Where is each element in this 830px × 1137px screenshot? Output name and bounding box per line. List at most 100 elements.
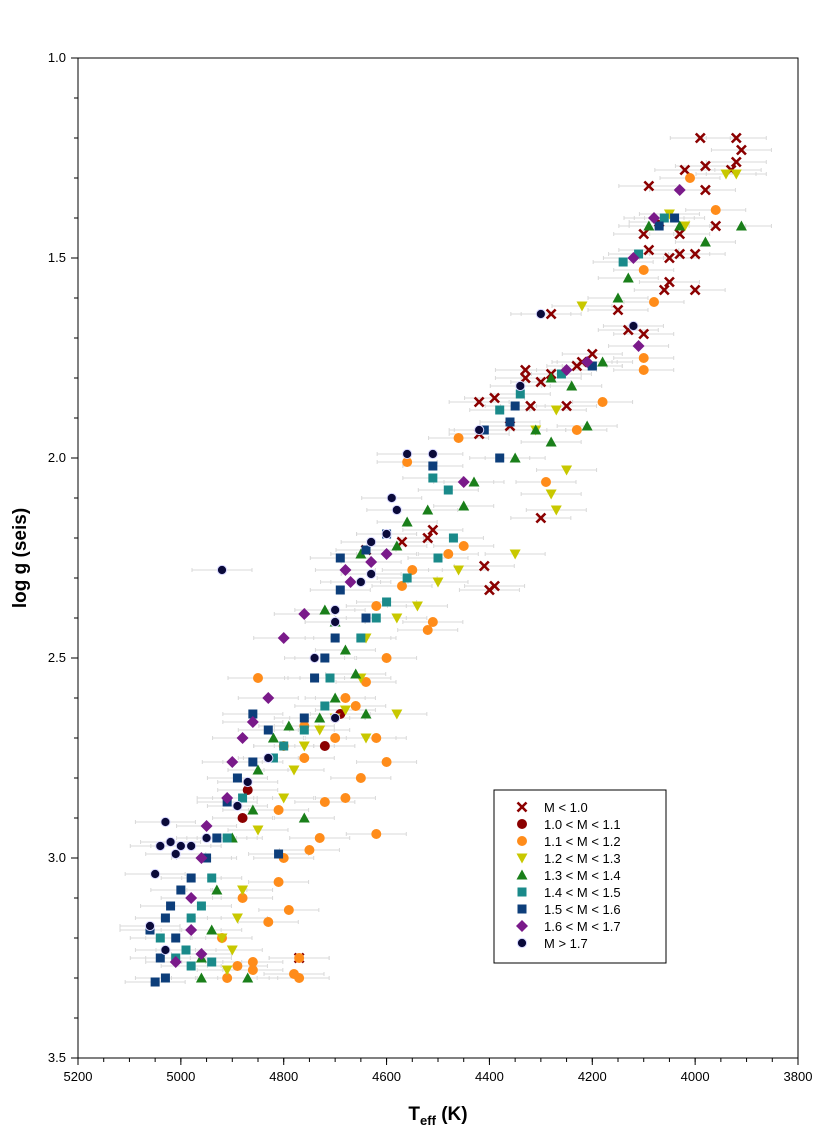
data-point: [320, 701, 330, 711]
data-point: [299, 753, 310, 763]
data-point: [200, 820, 213, 832]
x-axis-title: Teff (K): [408, 1104, 467, 1128]
data-point: [155, 953, 165, 963]
data-point: [545, 308, 557, 320]
data-point: [246, 716, 259, 728]
data-point: [495, 453, 505, 463]
data-point: [309, 652, 320, 664]
data-point: [643, 220, 655, 231]
data-point: [176, 885, 186, 895]
data-point: [237, 885, 249, 896]
data-point: [689, 284, 701, 296]
data-point: [381, 528, 392, 540]
data-point: [155, 840, 166, 852]
data-point: [443, 485, 453, 495]
data-point: [232, 800, 243, 812]
data-point: [242, 972, 254, 983]
data-point: [556, 369, 566, 379]
data-point: [344, 576, 357, 588]
data-point: [391, 709, 403, 720]
data-point: [371, 613, 381, 623]
data-point: [350, 668, 362, 679]
data-point: [340, 793, 351, 803]
y-axis-title: log g (seis): [10, 508, 31, 608]
data-point: [736, 144, 747, 156]
data-point: [428, 473, 438, 483]
data-point: [211, 884, 223, 895]
data-point: [330, 616, 341, 628]
data-point: [576, 301, 588, 312]
data-point: [433, 553, 443, 563]
data-point: [371, 733, 382, 743]
data-point: [571, 360, 583, 372]
data-point: [689, 248, 701, 260]
data-point: [242, 785, 253, 795]
data-point: [160, 816, 171, 828]
error-bars: [119, 136, 772, 984]
data-point: [664, 252, 675, 264]
data-point: [654, 221, 664, 231]
legend-label: 1.3 < M < 1.4: [544, 868, 621, 883]
data-point: [489, 392, 500, 404]
data-point: [361, 613, 371, 623]
data-point: [226, 756, 239, 768]
data-point: [366, 568, 377, 580]
data-point: [505, 417, 515, 427]
data-point: [247, 965, 258, 975]
data-point: [278, 793, 290, 804]
x-axis-title-unit: (K): [436, 1104, 468, 1125]
legend-marker: [517, 887, 527, 897]
data-point: [443, 549, 454, 559]
data-point: [294, 953, 305, 963]
data-point: [186, 961, 196, 971]
legend-label: 1.6 < M < 1.7: [544, 919, 621, 934]
data-point: [535, 376, 547, 388]
data-point: [541, 477, 551, 487]
data-point: [673, 184, 686, 196]
data-point: [422, 532, 434, 544]
data-point: [730, 156, 742, 168]
data-point: [515, 380, 526, 392]
data-point: [561, 465, 573, 476]
data-point: [730, 169, 742, 180]
x-tick-label: 4200: [578, 1069, 607, 1084]
data-point: [427, 617, 438, 627]
data-point: [571, 425, 582, 435]
data-point: [685, 173, 695, 183]
data-point: [339, 644, 351, 655]
data-point: [366, 536, 377, 548]
data-point: [597, 356, 609, 367]
data-point: [299, 713, 309, 723]
data-point: [586, 348, 598, 360]
data-point: [231, 913, 243, 924]
legend-label: 1.0 < M < 1.1: [544, 817, 621, 832]
data-point: [170, 848, 181, 860]
data-point: [520, 372, 531, 384]
data-point: [386, 492, 397, 504]
data-point: [340, 693, 351, 703]
data-point: [360, 708, 372, 719]
data-point: [186, 913, 196, 923]
data-point: [391, 540, 403, 551]
data-point: [402, 457, 413, 467]
data-point: [479, 425, 489, 435]
data-point: [530, 424, 542, 435]
data-point: [448, 533, 458, 543]
data-point: [339, 564, 352, 576]
data-point: [195, 972, 207, 983]
data-point: [160, 944, 171, 956]
data-point: [330, 733, 341, 743]
data-point: [422, 625, 433, 635]
data-point: [195, 852, 208, 864]
x-tick-label: 5200: [64, 1069, 93, 1084]
data-point: [674, 220, 686, 231]
data-point: [391, 504, 402, 516]
data-point: [150, 868, 161, 880]
legend-label: 1.1 < M < 1.2: [544, 834, 621, 849]
data-point: [453, 433, 464, 443]
data-point: [638, 353, 649, 363]
data-point: [407, 565, 418, 575]
data-point: [298, 812, 310, 823]
data-point: [510, 401, 520, 411]
